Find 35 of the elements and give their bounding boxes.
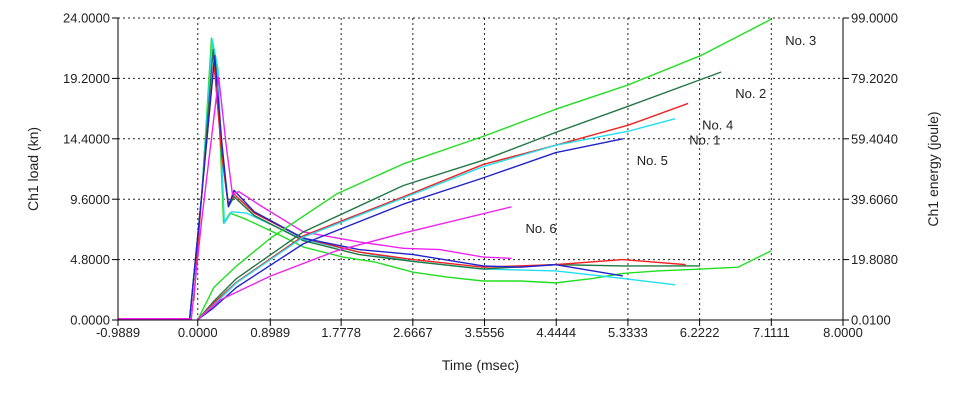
y2-axis-title: Ch1 energy (joule) bbox=[924, 111, 941, 227]
x-tick-label: 5.3333 bbox=[608, 325, 648, 340]
x-tick-label: 6.2222 bbox=[680, 325, 720, 340]
y2-tick-label: 79.2020 bbox=[851, 71, 898, 86]
series-label: No. 2 bbox=[735, 86, 766, 101]
y-tick-label: 19.2000 bbox=[63, 71, 110, 86]
series-label: No. 1 bbox=[689, 132, 720, 148]
x-tick-label: 4.4444 bbox=[536, 325, 576, 340]
y-tick-label: 0.0000 bbox=[70, 312, 110, 328]
y-tick-label: 9.6000 bbox=[70, 192, 110, 207]
x-tick-label: 0.0000 bbox=[178, 325, 218, 340]
line-series bbox=[197, 18, 772, 320]
y-axis-title: Ch1 load (kn) bbox=[24, 126, 41, 212]
y2-tick-label: 59.4040 bbox=[851, 131, 898, 146]
series-label: No. 4 bbox=[702, 117, 734, 132]
line-series bbox=[118, 76, 512, 320]
x-tick-label: -0.9889 bbox=[96, 325, 140, 340]
series-label: No. 6 bbox=[526, 220, 557, 236]
y-tick-label: 4.8000 bbox=[70, 252, 110, 268]
x-tick-label: 8.0000 bbox=[823, 325, 863, 340]
y2-tick-label: 99.0000 bbox=[851, 10, 898, 26]
x-tick-label: 7.1111 bbox=[752, 325, 790, 340]
y2-tick-label: 19.8080 bbox=[851, 252, 898, 268]
x-tick-label: 1.7778 bbox=[321, 325, 362, 340]
line-series bbox=[193, 61, 686, 302]
x-tick-label: 3.5556 bbox=[464, 325, 504, 340]
x-tick-label: 0.8989 bbox=[250, 325, 290, 340]
y2-tick-label: 0.0100 bbox=[851, 312, 891, 328]
y2-tick-label: 39.6060 bbox=[851, 192, 898, 207]
x-tick-label: 2.6667 bbox=[392, 325, 433, 340]
y-tick-label: 14.4000 bbox=[63, 131, 110, 146]
x-axis-title: Time (msec) bbox=[442, 357, 520, 373]
series-label: No. 3 bbox=[785, 33, 816, 48]
y-tick-label: 24.0000 bbox=[63, 10, 110, 26]
series-label: No. 5 bbox=[636, 152, 668, 168]
